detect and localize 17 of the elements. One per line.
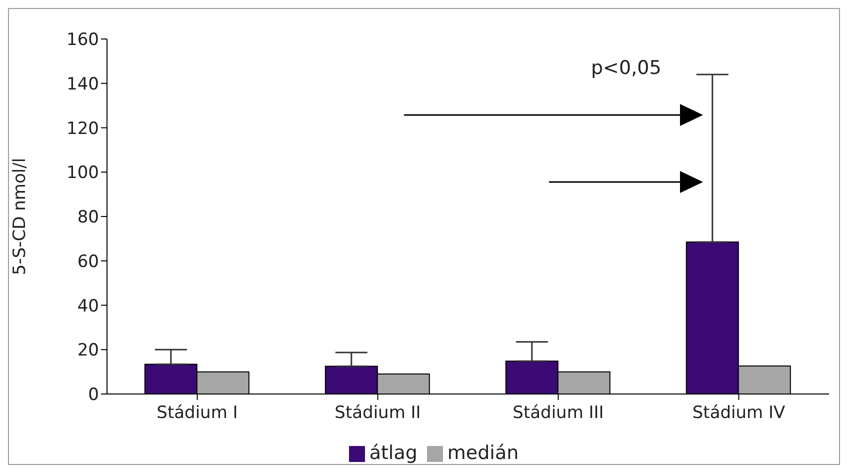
y-tick-label: 120 <box>66 118 99 139</box>
x-tick-label: Stádium III <box>512 403 604 424</box>
annotation: p<0,05 <box>591 57 662 79</box>
y-tick-label: 40 <box>77 296 99 316</box>
y-tick-label: 140 <box>66 74 99 94</box>
x-tick-label: Stádium I <box>156 403 238 424</box>
y-axis-title: 5-S-CD nmol/l <box>10 158 30 276</box>
legend-label: medián <box>447 442 519 464</box>
x-tick-label: Stádium II <box>334 403 421 424</box>
y-tick-label: 60 <box>77 252 99 272</box>
y-tick-label: 160 <box>66 30 99 50</box>
y-tick-label: 100 <box>66 163 99 184</box>
legend-label: átlag <box>369 442 418 464</box>
x-tick-label: Stádium IV <box>692 403 786 424</box>
y-tick-label: 80 <box>77 208 99 228</box>
y-tick-label: 0 <box>88 385 99 406</box>
y-tick-label: 20 <box>77 340 99 361</box>
